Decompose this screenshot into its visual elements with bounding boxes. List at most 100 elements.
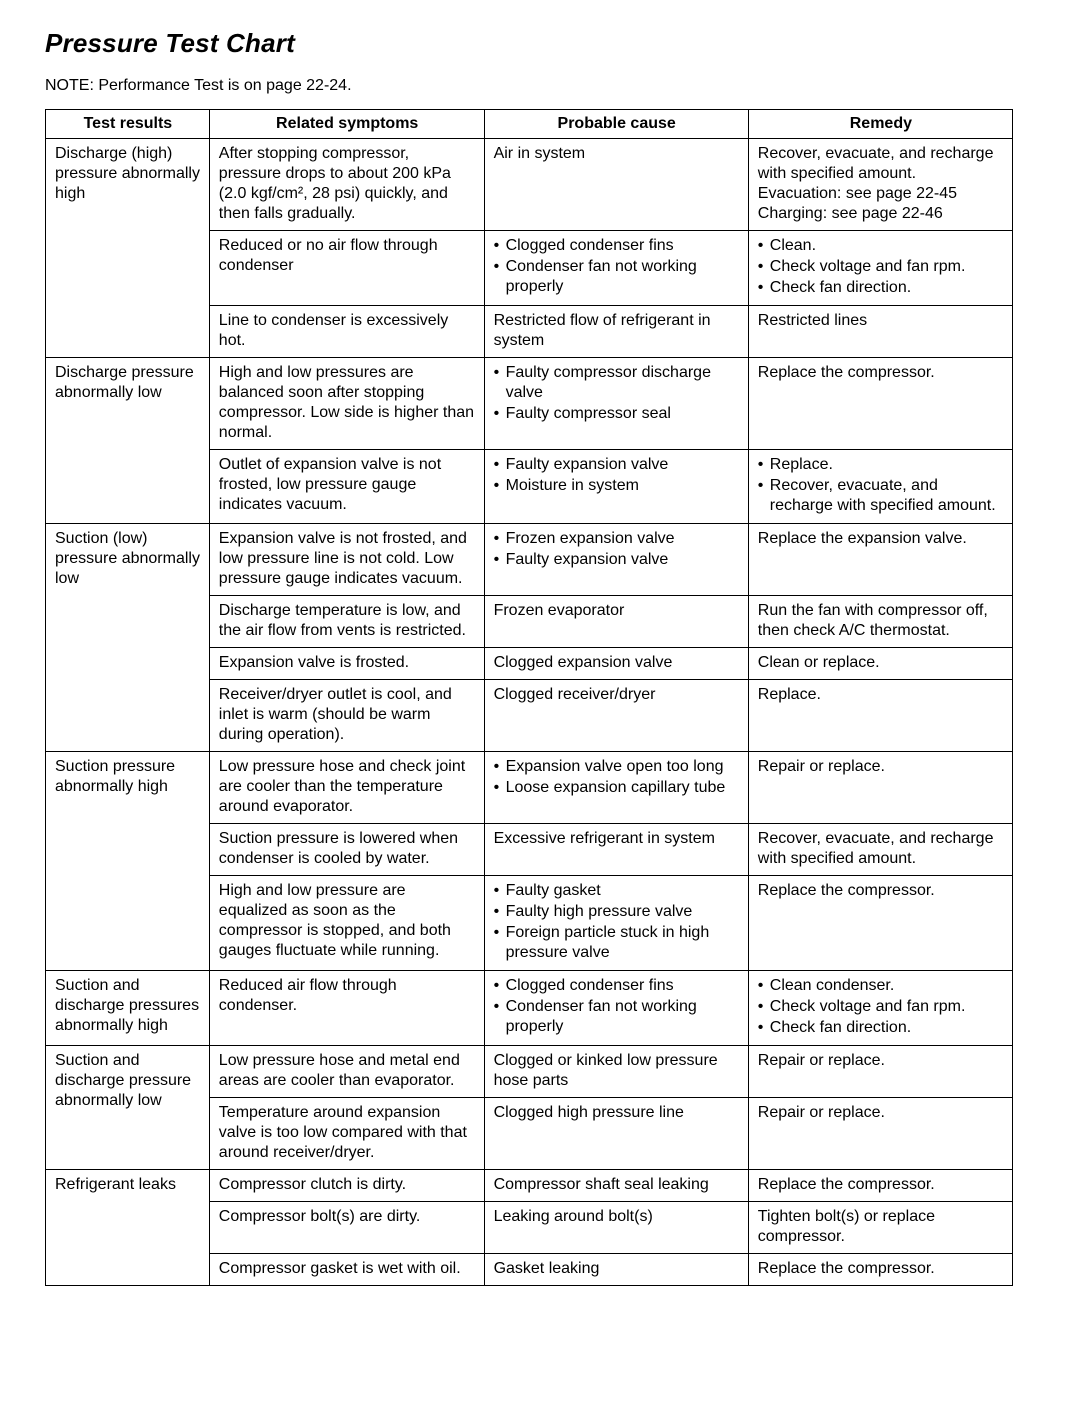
bullet-list: Replace.Recover, evacuate, and recharge … xyxy=(758,455,1004,516)
bullet-list: Frozen expansion valveFaulty expansion v… xyxy=(494,529,740,570)
cause-cell: Clogged condenser finsCondenser fan not … xyxy=(484,971,748,1046)
header-row: Test results Related symptoms Probable c… xyxy=(46,110,1013,139)
test-results-cell: Discharge pressure abnormally low xyxy=(46,358,210,524)
bullet-item: Condenser fan not working properly xyxy=(494,257,740,297)
remedy-cell: Tighten bolt(s) or replace compressor. xyxy=(748,1202,1012,1254)
remedy-cell: Replace. xyxy=(748,680,1012,752)
cause-cell: Leaking around bolt(s) xyxy=(484,1202,748,1254)
bullet-list: Expansion valve open too longLoose expan… xyxy=(494,757,740,798)
symptom-cell: Line to condenser is excessively hot. xyxy=(209,306,484,358)
header-related-symptoms: Related symptoms xyxy=(209,110,484,139)
remedy-cell: Repair or replace. xyxy=(748,752,1012,824)
table-row: Suction and discharge pressure abnormall… xyxy=(46,1046,1013,1098)
bullet-list: Faulty compressor discharge valveFaulty … xyxy=(494,363,740,424)
cause-cell: Faulty gasketFaulty high pressure valveF… xyxy=(484,876,748,971)
symptom-cell: Suction pressure is lowered when condens… xyxy=(209,824,484,876)
remedy-cell: Repair or replace. xyxy=(748,1046,1012,1098)
bullet-item: Faulty gasket xyxy=(494,881,740,901)
symptom-cell: Discharge temperature is low, and the ai… xyxy=(209,596,484,648)
bullet-item: Foreign particle stuck in high pressure … xyxy=(494,923,740,963)
cause-cell: Frozen evaporator xyxy=(484,596,748,648)
table-row: Suction pressure abnormally highLow pres… xyxy=(46,752,1013,824)
symptom-cell: Low pressure hose and check joint are co… xyxy=(209,752,484,824)
bullet-item: Check voltage and fan rpm. xyxy=(758,257,1004,277)
bullet-item: Loose expansion capillary tube xyxy=(494,778,740,798)
bullet-list: Faulty gasketFaulty high pressure valveF… xyxy=(494,881,740,963)
cause-cell: Clogged expansion valve xyxy=(484,648,748,680)
remedy-cell: Replace the compressor. xyxy=(748,1254,1012,1286)
remedy-cell: Replace the compressor. xyxy=(748,1170,1012,1202)
cause-cell: Frozen expansion valveFaulty expansion v… xyxy=(484,524,748,596)
cause-cell: Air in system xyxy=(484,139,748,231)
cause-cell: Clogged high pressure line xyxy=(484,1098,748,1170)
remedy-cell: Restricted lines xyxy=(748,306,1012,358)
remedy-cell: Repair or replace. xyxy=(748,1098,1012,1170)
bullet-item: Moisture in system xyxy=(494,476,740,496)
cause-cell: Clogged condenser finsCondenser fan not … xyxy=(484,231,748,306)
page: Pressure Test Chart NOTE: Performance Te… xyxy=(0,0,1068,1404)
symptom-cell: High and low pressure are equalized as s… xyxy=(209,876,484,971)
cause-cell: Excessive refrigerant in system xyxy=(484,824,748,876)
test-results-cell: Suction (low) pressure abnormally low xyxy=(46,524,210,752)
bullet-item: Recover, evacuate, and recharge with spe… xyxy=(758,476,1004,516)
cause-cell: Faulty expansion valveMoisture in system xyxy=(484,450,748,524)
bullet-item: Clean condenser. xyxy=(758,976,1004,996)
remedy-cell: Recover, evacuate, and recharge with spe… xyxy=(748,139,1012,231)
page-title: Pressure Test Chart xyxy=(45,28,1013,59)
symptom-cell: Outlet of expansion valve is not frosted… xyxy=(209,450,484,524)
test-results-cell: Suction and discharge pressure abnormall… xyxy=(46,1046,210,1170)
bullet-item: Faulty compressor seal xyxy=(494,404,740,424)
remedy-cell: Clean.Check voltage and fan rpm.Check fa… xyxy=(748,231,1012,306)
cause-cell: Clogged receiver/dryer xyxy=(484,680,748,752)
bullet-item: Check fan direction. xyxy=(758,1018,1004,1038)
cause-cell: Faulty compressor discharge valveFaulty … xyxy=(484,358,748,450)
remedy-cell: Replace the compressor. xyxy=(748,358,1012,450)
symptom-cell: Expansion valve is frosted. xyxy=(209,648,484,680)
bullet-item: Check fan direction. xyxy=(758,278,1004,298)
note-text: NOTE: Performance Test is on page 22-24. xyxy=(45,77,1013,95)
remedy-cell: Replace the compressor. xyxy=(748,876,1012,971)
symptom-cell: Expansion valve is not frosted, and low … xyxy=(209,524,484,596)
bullet-item: Condenser fan not working properly xyxy=(494,997,740,1037)
cause-cell: Expansion valve open too longLoose expan… xyxy=(484,752,748,824)
remedy-cell: Run the fan with compressor off, then ch… xyxy=(748,596,1012,648)
symptom-cell: High and low pressures are balanced soon… xyxy=(209,358,484,450)
symptom-cell: Reduced or no air flow through condenser xyxy=(209,231,484,306)
remedy-cell: Clean condenser.Check voltage and fan rp… xyxy=(748,971,1012,1046)
bullet-item: Clean. xyxy=(758,236,1004,256)
remedy-cell: Replace the expansion valve. xyxy=(748,524,1012,596)
symptom-cell: Receiver/dryer outlet is cool, and inlet… xyxy=(209,680,484,752)
test-results-cell: Refrigerant leaks xyxy=(46,1170,210,1286)
symptom-cell: Compressor clutch is dirty. xyxy=(209,1170,484,1202)
table-header: Test results Related symptoms Probable c… xyxy=(46,110,1013,139)
table-row: Suction (low) pressure abnormally lowExp… xyxy=(46,524,1013,596)
bullet-list: Clogged condenser finsCondenser fan not … xyxy=(494,236,740,297)
bullet-item: Replace. xyxy=(758,455,1004,475)
remedy-cell: Replace.Recover, evacuate, and recharge … xyxy=(748,450,1012,524)
bullet-list: Clean condenser.Check voltage and fan rp… xyxy=(758,976,1004,1038)
cause-cell: Restricted flow of refrigerant in system xyxy=(484,306,748,358)
bullet-item: Clogged condenser fins xyxy=(494,236,740,256)
header-probable-cause: Probable cause xyxy=(484,110,748,139)
symptom-cell: Reduced air flow through condenser. xyxy=(209,971,484,1046)
header-test-results: Test results xyxy=(46,110,210,139)
bullet-item: Faulty compressor discharge valve xyxy=(494,363,740,403)
header-remedy: Remedy xyxy=(748,110,1012,139)
symptom-cell: After stopping compressor, pressure drop… xyxy=(209,139,484,231)
bullet-list: Clean.Check voltage and fan rpm.Check fa… xyxy=(758,236,1004,298)
cause-cell: Clogged or kinked low pressure hose part… xyxy=(484,1046,748,1098)
table-row: Refrigerant leaksCompressor clutch is di… xyxy=(46,1170,1013,1202)
bullet-item: Faulty high pressure valve xyxy=(494,902,740,922)
symptom-cell: Compressor gasket is wet with oil. xyxy=(209,1254,484,1286)
symptom-cell: Low pressure hose and metal end areas ar… xyxy=(209,1046,484,1098)
table-body: Discharge (high) pressure abnormally hig… xyxy=(46,139,1013,1286)
bullet-item: Faulty expansion valve xyxy=(494,550,740,570)
test-results-cell: Suction and discharge pressures abnormal… xyxy=(46,971,210,1046)
bullet-item: Check voltage and fan rpm. xyxy=(758,997,1004,1017)
table-row: Suction and discharge pressures abnormal… xyxy=(46,971,1013,1046)
bullet-item: Expansion valve open too long xyxy=(494,757,740,777)
bullet-item: Frozen expansion valve xyxy=(494,529,740,549)
symptom-cell: Compressor bolt(s) are dirty. xyxy=(209,1202,484,1254)
pressure-test-table: Test results Related symptoms Probable c… xyxy=(45,109,1013,1286)
table-row: Discharge pressure abnormally lowHigh an… xyxy=(46,358,1013,450)
